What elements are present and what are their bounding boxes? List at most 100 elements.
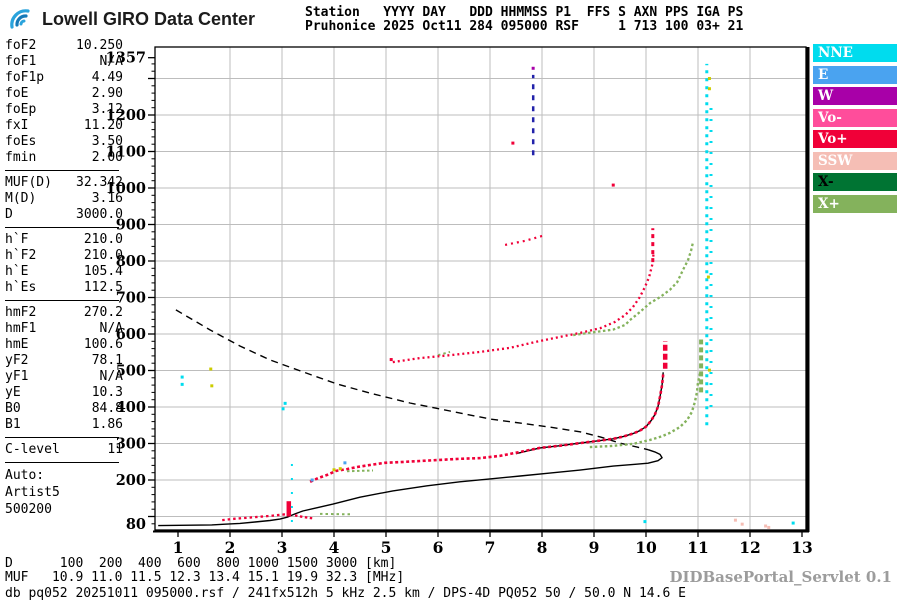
param-label: B1 — [5, 417, 21, 432]
trace-third-hop-O — [504, 234, 546, 246]
param-value: 3.12 — [91, 102, 123, 117]
distance-row: D 100 200 400 600 800 1000 1500 3000 [km… — [5, 556, 397, 571]
param-group-divider — [5, 170, 119, 171]
param-row: foF1 N/A — [5, 54, 123, 70]
param-label: fmin — [5, 150, 37, 165]
x-axis-label: 13 — [791, 538, 813, 557]
param-value: 105.4 — [83, 264, 123, 279]
param-value: 32.342 — [76, 175, 123, 190]
param-label: hmF2 — [5, 305, 37, 320]
param-label: B0 — [5, 401, 21, 416]
x-axis-label: 5 — [381, 538, 392, 557]
y-axis-label: 80 — [126, 516, 146, 533]
param-row: yF1 N/A — [5, 369, 123, 385]
param-row: B0 84.8 — [5, 401, 123, 417]
param-value: 2.00 — [91, 150, 123, 165]
param-value: N/A — [99, 369, 123, 384]
x-axis-label: 7 — [485, 538, 496, 557]
param-row: C-level 11 — [5, 442, 123, 458]
param-value: 100.6 — [83, 337, 123, 352]
param-row: foE 2.90 — [5, 86, 123, 102]
param-label: hmE — [5, 337, 29, 352]
trace-bottomside-profile — [158, 449, 663, 527]
param-label: foE — [5, 86, 29, 101]
lowell-giro-logo-icon — [10, 9, 30, 29]
x-axis-label: 1 — [173, 538, 184, 557]
trace-second-hop-X — [573, 242, 694, 337]
param-row: h`Es 112.5 — [5, 280, 123, 296]
param-value: 3.16 — [91, 191, 123, 206]
param-label: foEs — [5, 134, 37, 149]
echo-speck — [180, 375, 184, 379]
param-label: h`F2 — [5, 248, 37, 263]
echo-speck — [332, 468, 336, 472]
echo-speck — [511, 141, 515, 145]
param-label: C-level — [5, 442, 60, 457]
legend-item-NNE: NNE — [813, 44, 897, 62]
param-value: 270.2 — [83, 305, 123, 320]
echo-speck — [281, 407, 285, 411]
param-value: 11.20 — [83, 118, 123, 133]
measurement-status-line: db pq052 20251011 095000.rsf / 241fx512h… — [5, 586, 686, 600]
echo-speck — [707, 368, 711, 372]
trace-X-mode-low-segment — [346, 469, 374, 473]
param-value: 11 — [107, 442, 123, 457]
echo-speck — [338, 467, 342, 471]
param-row: hmE 100.6 — [5, 337, 123, 353]
param-group-divider — [5, 437, 119, 438]
y-axis-label: 800 — [116, 253, 146, 270]
y-axis-label: 200 — [116, 472, 146, 489]
echo-speck — [707, 77, 711, 80]
param-row: h`F 210.0 — [5, 232, 123, 248]
param-row: yF2 78.1 — [5, 353, 123, 369]
echo-speck — [733, 518, 737, 522]
muf-row: MUF 10.9 11.0 11.5 12.3 13.4 15.1 19.9 3… — [5, 570, 405, 585]
param-row: foEp 3.12 — [5, 102, 123, 118]
param-row: hmF1 N/A — [5, 321, 123, 337]
echo-speck — [707, 87, 711, 91]
param-group-divider — [5, 300, 119, 301]
autoscaling-label: 500200 — [5, 502, 52, 517]
param-label: foF1p — [5, 70, 45, 85]
param-row: h`F2 210.0 — [5, 248, 123, 264]
echo-speck — [531, 66, 535, 70]
echo-speck — [283, 401, 287, 405]
legend-item-W: W — [813, 87, 897, 105]
echo-speck — [767, 525, 771, 529]
trace-second-hop-O — [392, 251, 655, 364]
legend-item-X: X- — [813, 173, 897, 191]
trace-E-trace-O-mode — [222, 513, 286, 522]
param-value: N/A — [99, 321, 123, 336]
param-label: foEp — [5, 102, 37, 117]
x-axis-label: 10 — [635, 538, 657, 557]
param-value: 1.86 — [91, 417, 123, 432]
y-axis-label: 1200 — [106, 107, 146, 124]
antenna-direction-legend: NNE E W Vo- Vo+ SSW X- X+ — [813, 44, 897, 216]
y-axis-label: 1000 — [106, 180, 146, 197]
param-label: yF1 — [5, 369, 29, 384]
x-axis-label: 11 — [687, 538, 709, 557]
echo-speck — [740, 522, 744, 526]
echo-speck — [310, 478, 314, 482]
param-row: M(D) 3.16 — [5, 191, 123, 207]
param-row: MUF(D) 32.342 — [5, 175, 123, 191]
param-label: fxI — [5, 118, 29, 133]
param-group-divider — [5, 227, 119, 228]
brand: Lowell GIRO Data Center — [8, 6, 255, 32]
x-axis-label: 6 — [433, 538, 444, 557]
param-label: yF2 — [5, 353, 29, 368]
echo-speck — [643, 520, 647, 524]
param-value: 10.3 — [91, 385, 123, 400]
trace-topside-profile-dashed — [175, 309, 649, 451]
autoscaling-label: Auto: — [5, 468, 45, 483]
param-row: h`E 105.4 — [5, 264, 123, 280]
echo-speck — [210, 384, 214, 388]
legend-item-Vo: Vo+ — [813, 130, 897, 148]
trace-F-trace-X-mode — [589, 373, 702, 449]
legend-item-E: E — [813, 65, 897, 84]
param-row: D 3000.0 — [5, 207, 123, 223]
param-label: foF2 — [5, 38, 37, 53]
param-value: 3.50 — [91, 134, 123, 149]
